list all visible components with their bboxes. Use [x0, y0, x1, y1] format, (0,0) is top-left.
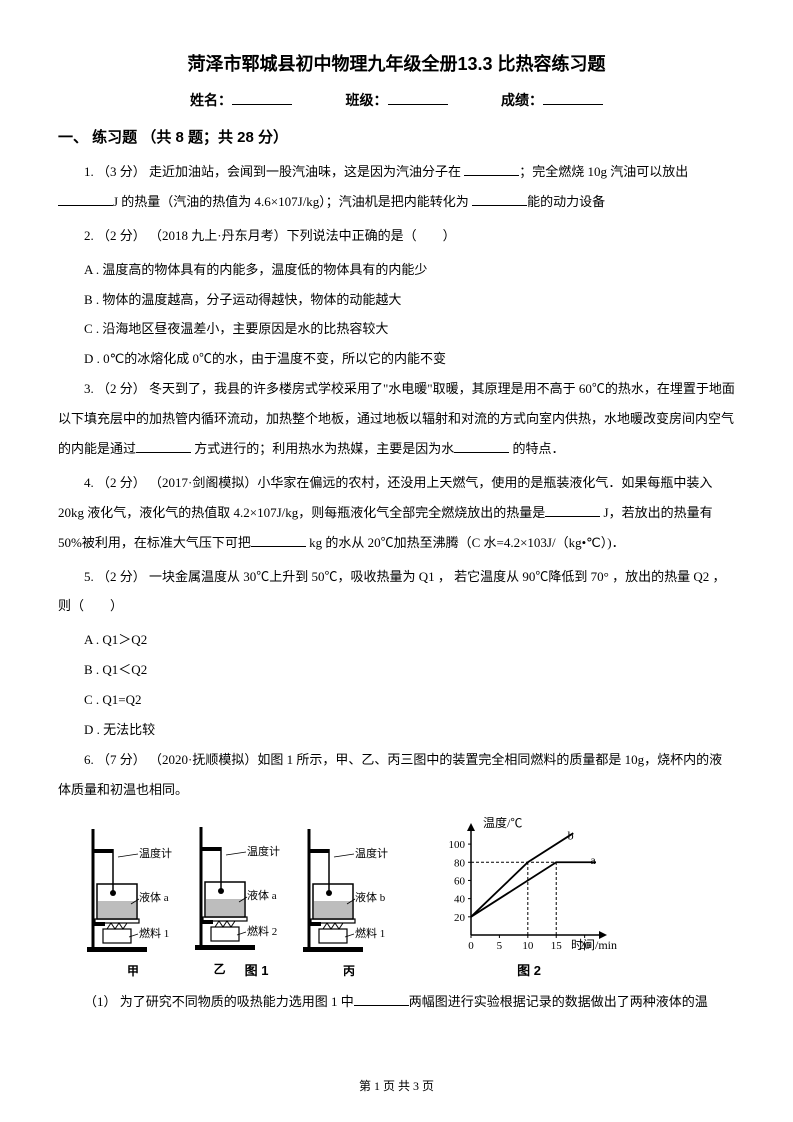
- q1-blank-2[interactable]: [58, 193, 113, 206]
- q1-blank-3[interactable]: [472, 193, 527, 206]
- name-label: 姓名：: [190, 94, 232, 109]
- q1-text-c: J 的热量（汽油的热值为 4.6×107J/kg）；汽油机是把内能转化为: [113, 194, 472, 209]
- q5-option-a: A . Q1＞Q2: [58, 625, 735, 655]
- liquid-label-jia: 液体 a: [139, 890, 169, 904]
- therm-label-yi: 温度计: [247, 844, 280, 858]
- liquid-label-yi: 液体 a: [247, 888, 277, 902]
- svg-text:a: a: [590, 853, 596, 867]
- q1-text-b: ；完全燃烧 10g 汽油可以放出: [519, 164, 688, 179]
- apparatus-svg-jia: 温度计 液体 a 燃料 1: [83, 829, 183, 959]
- q6-1-text-a: （1） 为了研究不同物质的吸热能力选用图 1 中: [84, 994, 354, 1009]
- q5-option-c: C . Q1=Q2: [58, 685, 735, 715]
- fuel-label-yi: 燃料 2: [247, 924, 277, 938]
- svg-text:60: 60: [454, 875, 466, 887]
- question-6: 6. （7 分） （2020·抚顺模拟）如图 1 所示，甲、乙、丙三图中的装置完…: [58, 745, 735, 805]
- therm-label-bing: 温度计: [355, 846, 388, 860]
- q3-text-c: 的特点．: [509, 441, 564, 456]
- page-footer: 第 1 页 共 3 页: [0, 1077, 793, 1094]
- svg-text:80: 80: [454, 857, 466, 869]
- q5-option-d: D . 无法比较: [58, 715, 735, 745]
- apparatus-yi: 温度计 液体 a 燃料 2 乙图 1: [191, 827, 291, 979]
- svg-text:b: b: [568, 828, 574, 842]
- q1-blank-1[interactable]: [464, 163, 519, 176]
- figures-row: 温度计 液体 a 燃料 1 甲 温度计 液体 a 燃料 2: [83, 817, 735, 979]
- page-title: 菏泽市郓城县初中物理九年级全册13.3 比热容练习题: [58, 50, 735, 76]
- q1-text-a: 1. （3 分） 走近加油站，会闻到一股汽油味，这是因为汽油分子在: [84, 164, 464, 179]
- chart-svg: 2040608010005101520温度/℃时间/minab: [437, 817, 617, 957]
- q5-option-b: B . Q1＜Q2: [58, 655, 735, 685]
- question-3: 3. （2 分） 冬天到了，我县的许多楼房式学校采用了"水电暖"取暖，其原理是用…: [58, 374, 735, 464]
- q2-option-b: B . 物体的温度越高，分子运动得越快，物体的动能越大: [58, 285, 735, 315]
- fuel-label-bing: 燃料 1: [355, 926, 385, 940]
- info-line: 姓名： 班级： 成绩：: [58, 90, 735, 110]
- q3-blank-2[interactable]: [454, 440, 509, 453]
- liquid-label-bing: 液体 b: [355, 890, 386, 904]
- class-blank[interactable]: [388, 104, 448, 105]
- q1-text-d: 能的动力设备: [527, 194, 605, 209]
- svg-text:温度/℃: 温度/℃: [483, 817, 522, 830]
- apparatus-label-jia: 甲: [127, 962, 139, 979]
- section-heading: 一、 练习题 （共 8 题；共 28 分）: [58, 126, 735, 147]
- svg-text:5: 5: [497, 940, 503, 952]
- q2-option-d: D . 0℃的冰熔化成 0℃的水，由于温度不变，所以它的内能不变: [58, 344, 735, 374]
- svg-text:10: 10: [522, 940, 534, 952]
- fig1-label: 图 1: [245, 960, 269, 979]
- apparatus-bing: 温度计 液体 b 燃料 1 丙: [299, 829, 399, 979]
- fig2-label: 图 2: [517, 960, 541, 979]
- name-blank[interactable]: [232, 104, 292, 105]
- q4-text-c: kg 的水从 20℃加热至沸腾（C 水=4.2×103J/（kg•℃）)．: [306, 535, 625, 550]
- svg-text:20: 20: [454, 912, 466, 924]
- q2-option-c: C . 沿海地区昼夜温差小，主要原因是水的比热容较大: [58, 314, 735, 344]
- svg-text:时间/min: 时间/min: [571, 938, 617, 952]
- q6-1-text-b: 两幅图进行实验根据记录的数据做出了两种液体的温: [409, 994, 708, 1009]
- apparatus-svg-bing: 温度计 液体 b 燃料 1: [299, 829, 399, 959]
- question-5: 5. （2 分） 一块金属温度从 30℃上升到 50℃，吸收热量为 Q1 ， 若…: [58, 562, 735, 622]
- fuel-label-jia: 燃料 1: [139, 926, 169, 940]
- svg-text:100: 100: [449, 839, 466, 851]
- score-blank[interactable]: [543, 104, 603, 105]
- chart-figure2: 2040608010005101520温度/℃时间/minab 图 2: [437, 817, 617, 979]
- svg-text:0: 0: [468, 940, 474, 952]
- svg-text:15: 15: [551, 940, 563, 952]
- svg-text:40: 40: [454, 893, 466, 905]
- q6-1-blank[interactable]: [354, 993, 409, 1006]
- q4-blank-1[interactable]: [545, 504, 600, 517]
- question-2: 2. （2 分） （2018 九上·丹东月考）下列说法中正确的是（ ）: [58, 221, 735, 251]
- q3-blank-1[interactable]: [136, 440, 191, 453]
- question-1: 1. （3 分） 走近加油站，会闻到一股汽油味，这是因为汽油分子在 ；完全燃烧 …: [58, 157, 735, 217]
- apparatus-jia: 温度计 液体 a 燃料 1 甲: [83, 829, 183, 979]
- q3-text-b: 方式进行的；利用热水为热媒，主要是因为水: [191, 441, 454, 456]
- therm-label-jia: 温度计: [139, 846, 172, 860]
- q4-blank-2[interactable]: [251, 534, 306, 547]
- class-label: 班级：: [346, 94, 388, 109]
- apparatus-label-bing: 丙: [343, 962, 355, 979]
- question-6-1: （1） 为了研究不同物质的吸热能力选用图 1 中 两幅图进行实验根据记录的数据做出…: [58, 987, 735, 1017]
- apparatus-label-yi: 乙: [214, 960, 226, 979]
- question-4: 4. （2 分） （2017·剑阁模拟）小华家在偏远的农村，还没用上天燃气，使用…: [58, 468, 735, 558]
- apparatus-svg-yi: 温度计 液体 a 燃料 2: [191, 827, 291, 957]
- score-label: 成绩：: [501, 94, 543, 109]
- q2-option-a: A . 温度高的物体具有的内能多，温度低的物体具有的内能少: [58, 255, 735, 285]
